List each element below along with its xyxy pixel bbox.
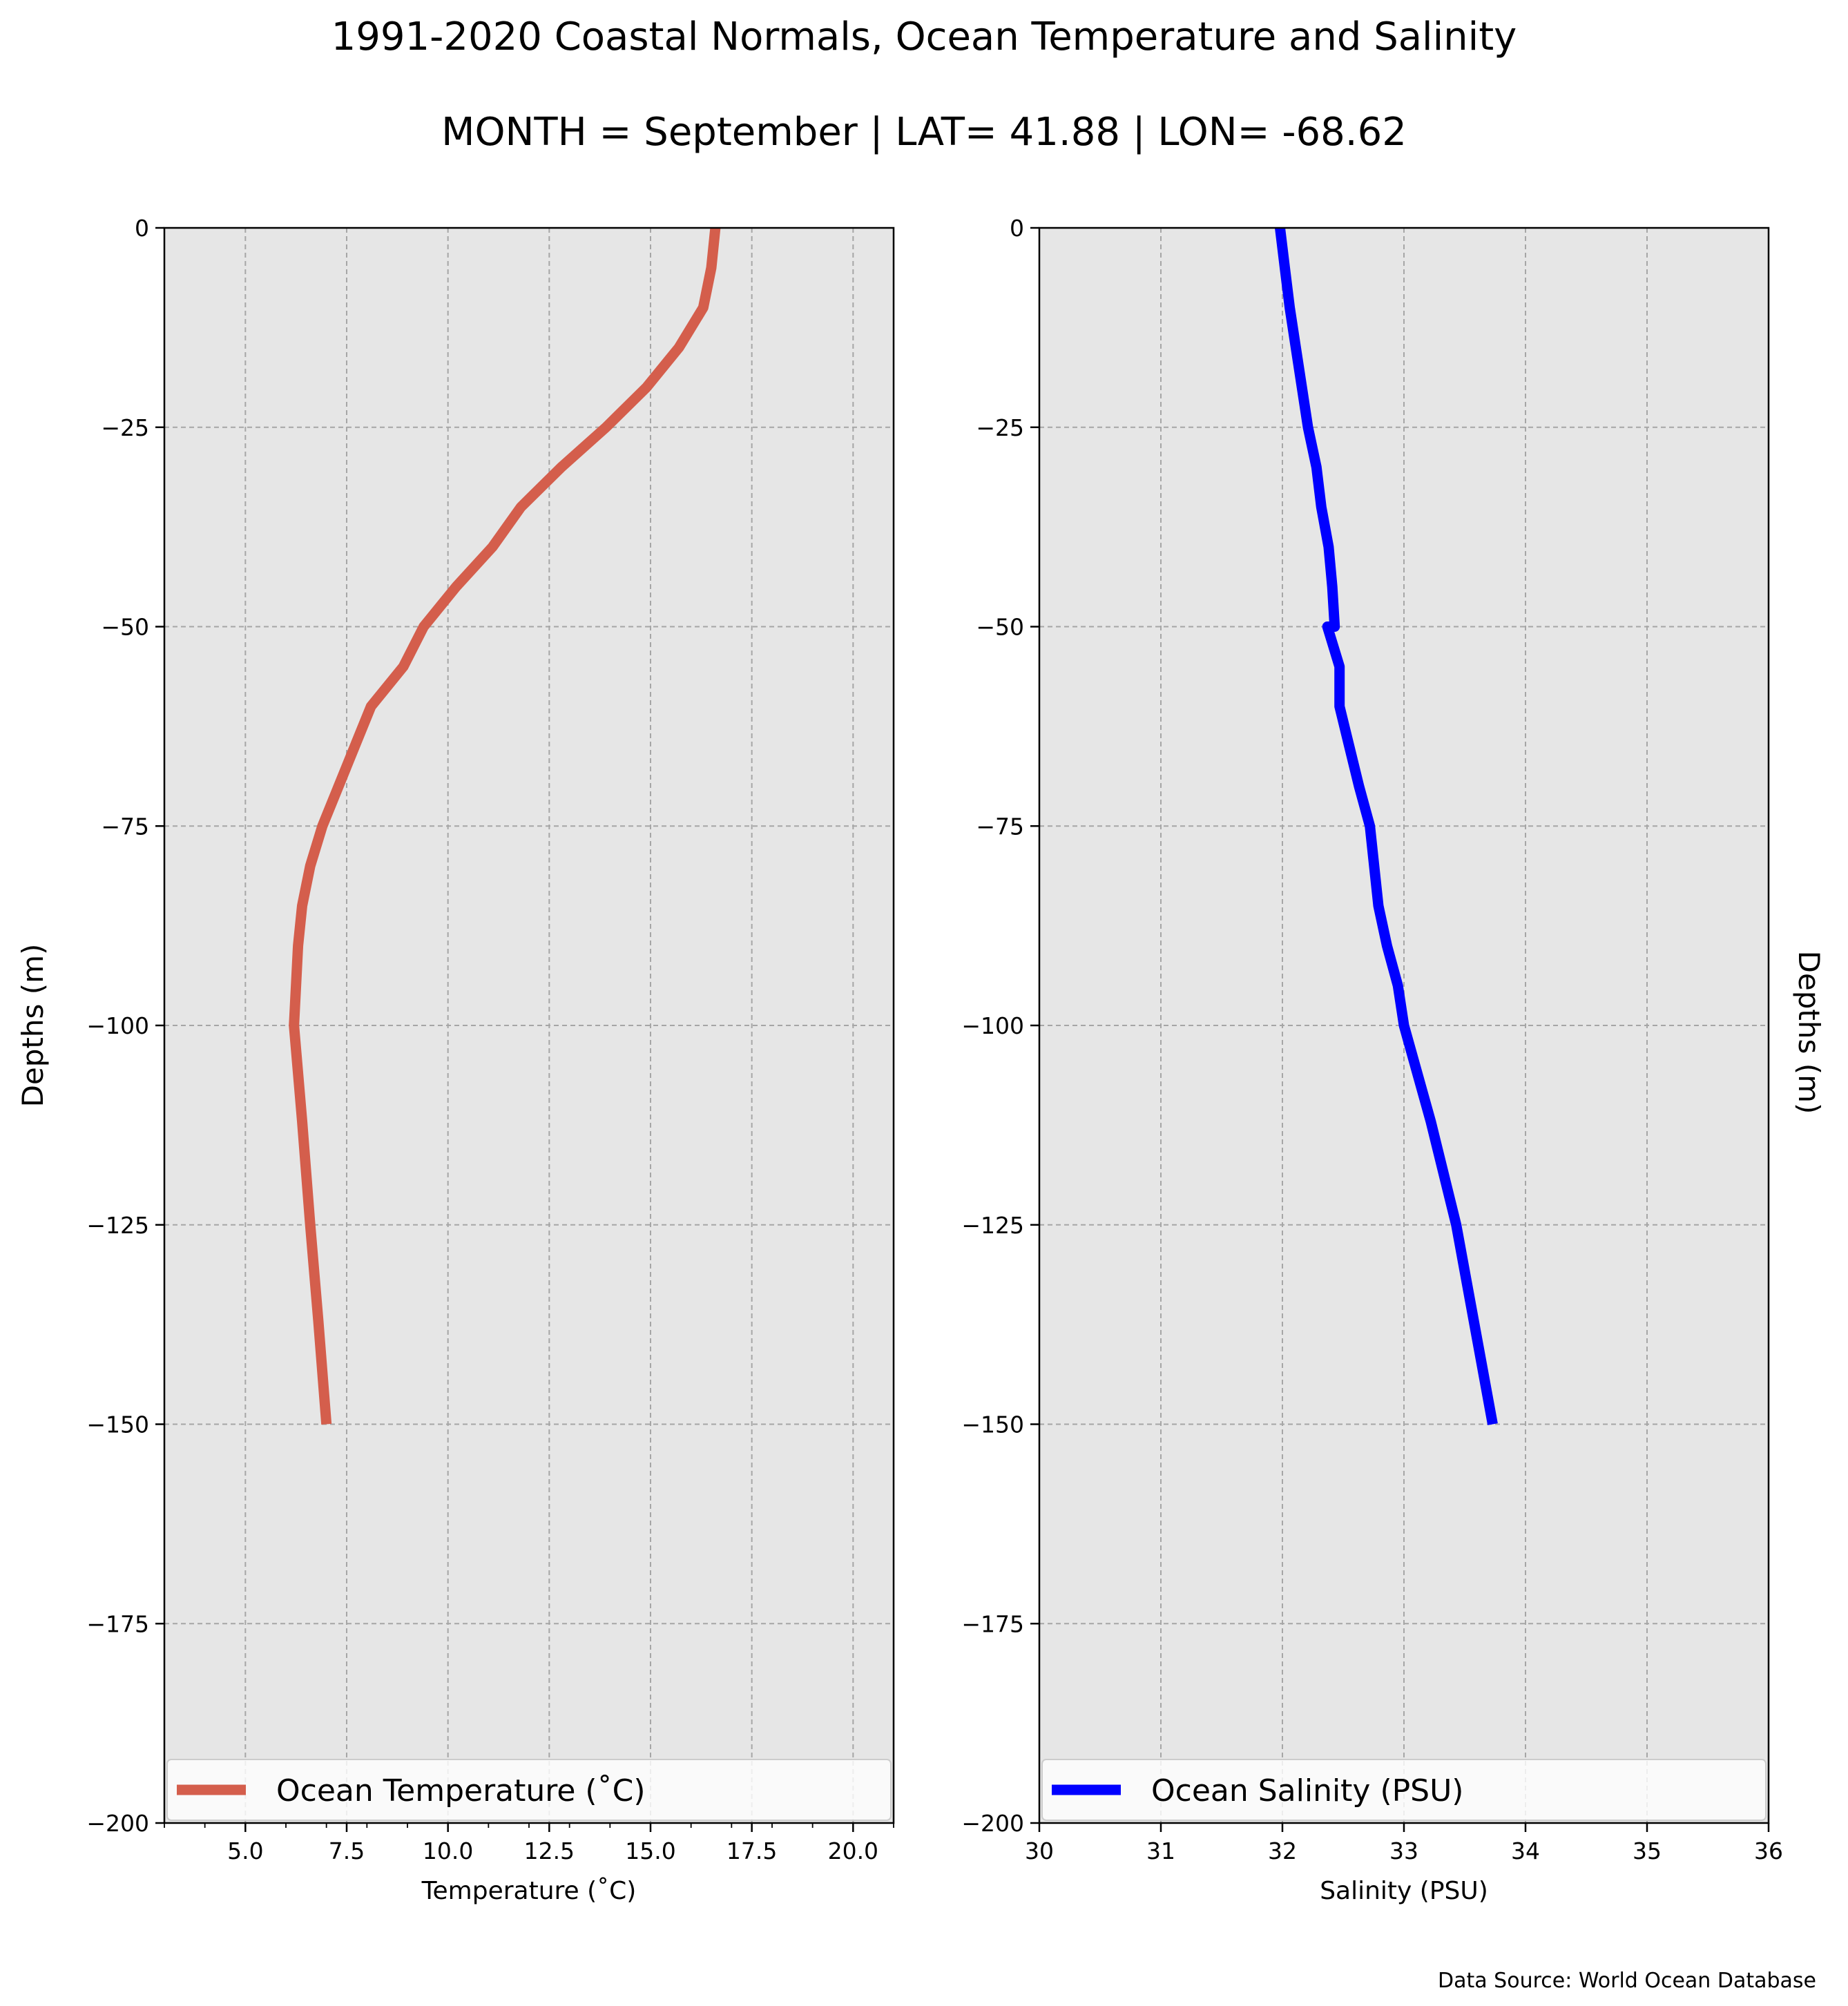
salinity-xtick-label-5: 35	[1633, 1838, 1662, 1864]
temperature-xtick-label-1: 7.5	[329, 1838, 365, 1864]
salinity-legend-label: Ocean Salinity (PSU)	[1151, 1773, 1463, 1809]
data-source-footnote: Data Source: World Ocean Database	[1438, 1969, 1816, 1993]
salinity-ytick-label-7: −175	[961, 1610, 1024, 1637]
salinity-ytick-label-0: 0	[1010, 215, 1024, 242]
salinity-ytick-label-6: −150	[961, 1411, 1024, 1438]
figure-subtitle: MONTH = September | LAT= 41.88 | LON= -6…	[441, 110, 1407, 155]
salinity-ytick-label-2: −50	[976, 614, 1024, 641]
salinity-ytick-label-4: −100	[961, 1012, 1024, 1039]
salinity-xtick-label-4: 34	[1511, 1838, 1540, 1864]
salinity-legend: Ocean Salinity (PSU)	[1041, 1759, 1767, 1821]
salinity-ytick-label-5: −125	[961, 1212, 1024, 1239]
temperature-ylabel: Depths (m)	[16, 944, 50, 1108]
right-ylabel: Depths (m)	[1792, 951, 1826, 1115]
salinity-xtick-label-1: 31	[1146, 1838, 1175, 1864]
temperature-profile-line	[289, 227, 721, 1425]
salinity-ytick-label-1: −25	[976, 414, 1024, 441]
temperature-ytick-label-4: −100	[86, 1012, 149, 1039]
temperature-panel: Ocean Temperature (˚C) 0 −25 −50 −75 −100 −125…	[16, 215, 895, 1905]
temperature-xtick-label-2: 10.0	[423, 1838, 473, 1864]
temperature-ytick-label-7: −175	[86, 1610, 149, 1637]
temperature-xlabel: Temperature (˚C)	[421, 1877, 637, 1905]
temperature-ytick-label-0: 0	[135, 215, 149, 242]
salinity-xtick-label-6: 36	[1754, 1838, 1783, 1864]
temperature-ytick-label-8: −200	[86, 1810, 149, 1837]
temperature-xtick-label-5: 17.5	[726, 1838, 777, 1864]
salinity-legend-box	[1041, 1759, 1767, 1821]
temperature-ytick-label-1: −25	[101, 414, 149, 441]
temperature-legend-label: Ocean Temperature (˚C)	[276, 1773, 646, 1809]
temperature-xtick-label-6: 20.0	[828, 1838, 878, 1864]
salinity-xlabel: Salinity (PSU)	[1320, 1877, 1488, 1905]
temperature-xtick-label-4: 15.0	[625, 1838, 675, 1864]
temperature-ytick-label-2: −50	[101, 614, 149, 641]
salinity-xtick-label-3: 33	[1389, 1838, 1418, 1864]
salinity-xtick-label-2: 32	[1268, 1838, 1297, 1864]
salinity-xtick-label-0: 30	[1025, 1838, 1054, 1864]
temperature-xtick-label-0: 5.0	[227, 1838, 263, 1864]
salinity-ytick-label-8: −200	[961, 1810, 1024, 1837]
figure-title: 1991-2020 Coastal Normals, Ocean Tempera…	[331, 15, 1517, 59]
temperature-ytick-label-5: −125	[86, 1212, 149, 1239]
salinity-profile-line	[1275, 227, 1498, 1425]
temperature-xtick-label-3: 12.5	[524, 1838, 575, 1864]
salinity-panel: Ocean Salinity (PSU) 0 −25 −50 −75 −100 −125 −1…	[961, 215, 1783, 1905]
temperature-ytick-label-6: −150	[86, 1411, 149, 1438]
temperature-ytick-label-3: −75	[101, 813, 149, 840]
temperature-legend-box	[166, 1759, 892, 1821]
temperature-legend: Ocean Temperature (˚C)	[166, 1759, 892, 1821]
salinity-ytick-label-3: −75	[976, 813, 1024, 840]
